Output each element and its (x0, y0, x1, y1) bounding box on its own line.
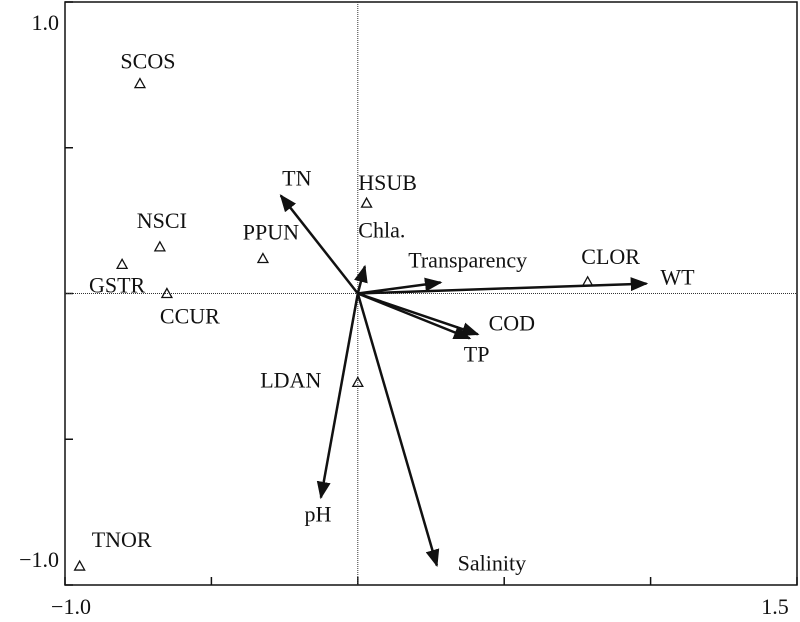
vector-label: Transparency (408, 247, 527, 272)
vector-label: COD (489, 310, 535, 335)
vector-arrow (316, 293, 360, 500)
species-label: PPUN (243, 220, 299, 245)
species-label: SCOS (120, 49, 175, 74)
vector-label: pH (304, 502, 331, 527)
species-point (160, 287, 173, 299)
species-point (581, 275, 594, 287)
x-tick-label: −1.0 (51, 594, 91, 619)
species-label: CCUR (160, 304, 220, 329)
species-point (133, 77, 147, 89)
vector-arrow (279, 194, 359, 295)
vector-arrow (357, 277, 443, 295)
vector-arrow (357, 277, 649, 295)
vector-label: Salinity (458, 551, 526, 576)
species-label: LDAN (260, 367, 321, 392)
y-tick-label: 1.0 (32, 10, 60, 35)
species-point (115, 258, 129, 269)
species-point (256, 252, 270, 264)
vector-label: TP (464, 341, 490, 366)
species-point (351, 376, 364, 388)
species-label: HSUB (358, 170, 417, 195)
species-point (360, 196, 373, 208)
vector-label: TN (282, 166, 311, 191)
species-point (73, 559, 86, 571)
species-label: GSTR (89, 272, 146, 297)
vector-arrow (354, 264, 368, 294)
species-label: TNOR (92, 527, 152, 552)
vector-arrow (357, 292, 472, 340)
species-label: NSCI (137, 208, 187, 233)
vector-label: WT (660, 265, 695, 290)
vector-label: Chla. (358, 217, 405, 242)
species-point (153, 240, 166, 252)
vector-arrow (356, 293, 440, 568)
species-label: CLOR (581, 244, 640, 269)
y-tick-label: −1.0 (19, 547, 59, 572)
x-tick-label: 1.5 (761, 594, 789, 619)
